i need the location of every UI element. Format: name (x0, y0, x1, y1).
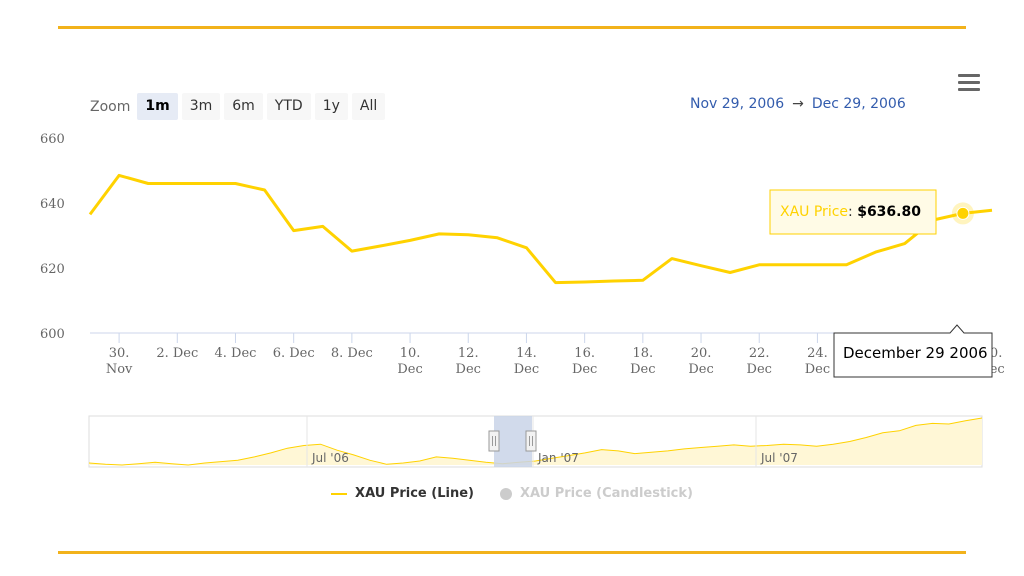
tooltip-series-name: XAU Price (780, 204, 848, 220)
legend-candlestick-icon (499, 487, 512, 500)
navigator[interactable]: Jul '06 Jan '07 Jul '07 (88, 415, 983, 468)
zoom-label: Zoom (90, 98, 131, 115)
top-divider (58, 26, 966, 29)
crosshair-date-text: December 29 2006 (843, 344, 988, 362)
legend-candlestick-label: XAU Price (Candlestick) (519, 486, 693, 501)
y-tick-label: 600 (40, 327, 65, 342)
x-tick-label: 18. Dec (630, 346, 655, 377)
x-tick-label: 2. Dec (156, 346, 198, 361)
x-tick-label: 16. Dec (572, 346, 597, 377)
svg-text:XAU Price: $636.80: XAU Price: $636.80 (780, 204, 921, 220)
hamburger-menu-icon[interactable] (958, 74, 980, 92)
tooltip-box (769, 189, 937, 235)
legend-item-candlestick[interactable]: XAU Price (Candlestick) (499, 486, 693, 501)
y-tick-label: 660 (40, 132, 65, 147)
x-tick-label: 4. Dec (215, 346, 257, 361)
zoom-6m-button[interactable]: 6m (224, 93, 263, 120)
legend-line-icon (331, 492, 348, 495)
range-arrow: → (792, 96, 804, 112)
navigator-label-jan07: Jan '07 (537, 451, 579, 465)
tooltip: XAU Price: $636.80 (769, 189, 937, 235)
bottom-divider (58, 551, 966, 554)
legend-line-label: XAU Price (Line) (355, 486, 474, 501)
x-axis: 30. Nov 2. Dec 4. Dec 6. Dec 8. Dec 10. Dec 12. D… (106, 333, 1005, 377)
range-to-input[interactable]: Dec 29, 2006 (811, 96, 906, 112)
tooltip-value: $636.80 (857, 204, 921, 220)
navigator-left-handle[interactable] (488, 430, 500, 452)
x-tick-label: 22. Dec (747, 346, 772, 377)
y-axis: 600 620 640 660 (40, 132, 65, 342)
zoom-3m-button[interactable]: 3m (181, 93, 221, 120)
zoom-all-button[interactable]: All (351, 93, 386, 120)
legend: XAU Price (Line) XAU Price (Candlestick) (0, 486, 1024, 501)
y-tick-label: 640 (40, 197, 65, 212)
hover-marker (951, 202, 974, 225)
range-from-input[interactable]: Nov 29, 2006 (690, 96, 785, 112)
navigator-label-jul06: Jul '06 (311, 451, 349, 465)
zoom-1m-button[interactable]: 1m (137, 93, 178, 120)
x-tick-label: 10. Dec (397, 346, 422, 377)
y-tick-label: 620 (40, 262, 65, 277)
range-selector: Zoom 1m 3m 6m YTD 1y All (90, 93, 386, 120)
x-tick-label: 30. Nov (106, 346, 133, 377)
x-tick-label: 14. Dec (514, 346, 539, 377)
navigator-area (89, 418, 982, 465)
navigator-label-jul07: Jul '07 (760, 451, 798, 465)
hover-point (956, 206, 970, 220)
price-series-line[interactable] (88, 173, 993, 285)
crosshair-date-label: December 29 2006 (833, 324, 993, 378)
zoom-ytd-button[interactable]: YTD (266, 93, 311, 120)
zoom-1y-button[interactable]: 1y (314, 93, 348, 120)
date-range-display: Nov 29, 2006 → Dec 29, 2006 (690, 96, 906, 112)
navigator-right-handle[interactable] (525, 430, 537, 452)
x-tick-label: 6. Dec (273, 346, 315, 361)
navigator-line (88, 417, 983, 466)
legend-item-line[interactable]: XAU Price (Line) (331, 486, 474, 501)
x-tick-label: 24. Dec (805, 346, 830, 377)
x-tick-label: 8. Dec (331, 346, 373, 361)
x-tick-label: 12. Dec (456, 346, 481, 377)
x-tick-label: 20. Dec (688, 346, 713, 377)
price-chart: 600 620 640 660 30. Nov 2. Dec 4. Dec 6. Dec 8. … (40, 132, 1005, 468)
